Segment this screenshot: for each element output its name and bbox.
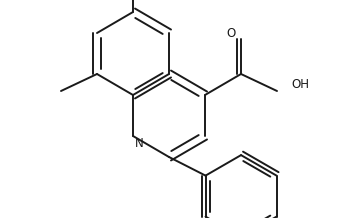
Text: N: N <box>135 136 143 150</box>
Text: O: O <box>226 27 236 39</box>
Text: OH: OH <box>291 78 309 90</box>
